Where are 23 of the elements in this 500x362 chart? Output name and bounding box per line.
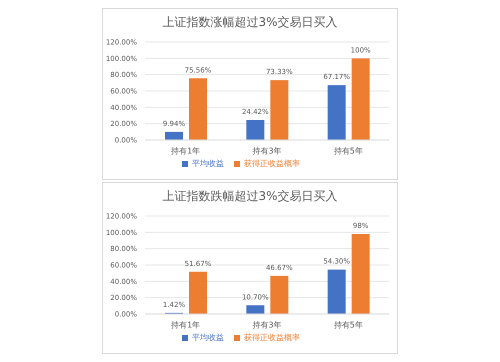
bar <box>246 120 264 140</box>
bar <box>328 85 346 140</box>
x-tick-label: 持有3年 <box>252 320 282 330</box>
x-tick-label: 持有5年 <box>334 146 363 156</box>
legend-label: 平均收益 <box>192 159 224 168</box>
legend-label: 获得正收益概率 <box>244 159 300 168</box>
bar <box>189 272 207 314</box>
x-tick-label: 持有1年 <box>171 146 200 156</box>
chart-title: 上证指数涨幅超过3%交易日买入 <box>161 14 339 30</box>
legend-label: 获得正收益概率 <box>244 333 300 342</box>
bar <box>328 270 346 314</box>
chart-title: 上证指数跌幅超过3%交易日买入 <box>161 188 339 204</box>
bar <box>246 305 264 314</box>
bar <box>270 276 288 314</box>
bar <box>165 132 183 140</box>
legend-label: 平均收益 <box>192 333 224 342</box>
bar <box>352 58 370 140</box>
x-tick-label: 持有5年 <box>334 320 363 330</box>
bar <box>270 80 288 140</box>
bar <box>189 78 207 140</box>
x-tick-label: 持有1年 <box>171 320 200 330</box>
bar <box>352 234 370 314</box>
x-tick-label: 持有3年 <box>252 146 282 156</box>
